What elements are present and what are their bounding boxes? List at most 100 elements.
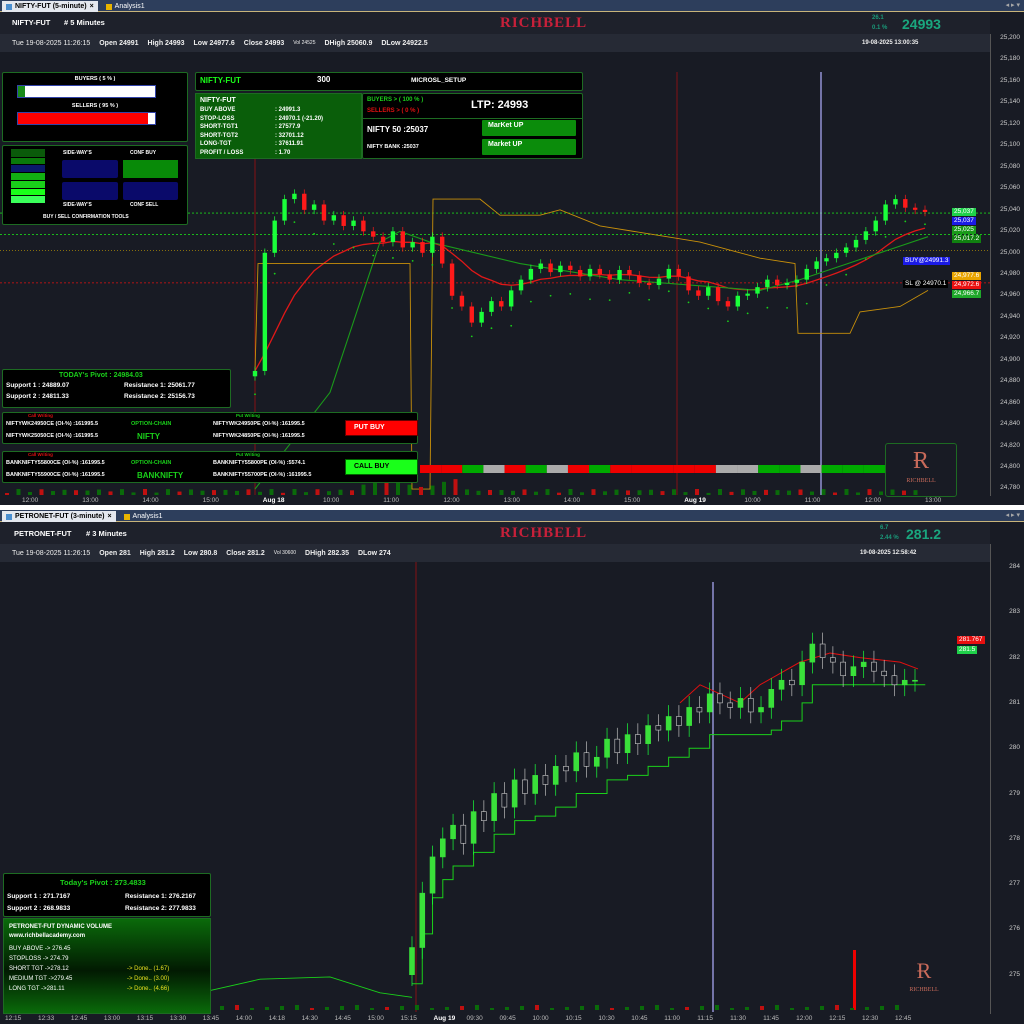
candle (903, 199, 908, 208)
psar-dot (904, 220, 907, 223)
candle (460, 824, 467, 844)
candle (429, 856, 436, 894)
support-2: Support 2 : 24811.33 (6, 393, 69, 400)
nifty-price-chart[interactable] (0, 52, 990, 507)
price-tick: 275 (1009, 970, 1020, 978)
trailing-stop-line (412, 684, 926, 985)
tab-analysis1[interactable]: Analysis1 (120, 511, 167, 522)
psar-dot (411, 259, 414, 262)
candle (912, 679, 918, 682)
signal-bar-segment (610, 465, 632, 473)
tab-petronet-fut[interactable]: PETRONET-FUT (3-minute) × (2, 511, 116, 522)
tab-scroll-arrows-icon[interactable]: ◂ ▸ ▾ (1005, 512, 1020, 519)
price-tick: 25,160 (1000, 76, 1020, 84)
candle (593, 756, 600, 767)
psar-dot (884, 235, 887, 238)
volume-bar (787, 490, 791, 495)
dv-row-label: SHORT TGT ->278.12 (9, 966, 69, 972)
candle (499, 301, 504, 307)
volume-bar (695, 489, 699, 495)
volume-bar (610, 1008, 614, 1010)
price-tick: 25,180 (1000, 55, 1020, 63)
volume-bar (490, 1008, 494, 1010)
volume-bar (534, 491, 538, 495)
volume-bar (625, 1007, 629, 1010)
petronet-price-chart[interactable] (0, 562, 990, 1017)
candle (666, 268, 672, 279)
psar-dot (352, 246, 355, 249)
time-axis[interactable]: 12:00 13:00 14:00 15:00 Aug 18 10:00 11:00 12:0… (0, 496, 990, 505)
candle (459, 295, 465, 307)
volume-bar (325, 1007, 329, 1010)
pivot-title: TODAY's Pivot : 24984.03 (59, 372, 143, 379)
candle (563, 766, 569, 772)
candle (624, 734, 631, 754)
candle (627, 269, 632, 276)
candle (532, 775, 538, 794)
nifty50-value: NIFTY 50 :25037 (367, 125, 429, 134)
high-value: High 24993 (147, 39, 185, 47)
dv-row-label: MEDIUM TGT ->279.45 (9, 976, 73, 982)
tab-scroll-arrows-icon[interactable]: ◂ ▸ ▾ (1005, 2, 1020, 9)
volume-bar (476, 490, 481, 495)
price-tag: 24,966.7 (952, 290, 982, 298)
psar-dot (687, 301, 690, 304)
time-tick: 15:00 (624, 497, 641, 504)
tab-nifty-fut[interactable]: NIFTY-FUT (5-minute) × (2, 1, 98, 12)
candle (784, 282, 790, 286)
tab-row: PETRONET-FUT (3-minute) × Analysis1 (2, 511, 167, 522)
volume-bar (419, 486, 423, 495)
volume-bar (265, 1007, 269, 1010)
setup-row: SHORT-TGT2: 32701.12 (200, 132, 357, 141)
market-status-nifty[interactable]: MarKet UP (482, 120, 576, 136)
price-axis[interactable]: 284 283 282 281 280 279 278 277 276 275 (990, 544, 1024, 1014)
close-icon[interactable]: × (89, 3, 94, 10)
volume-bar (880, 1006, 884, 1010)
volume-bar (821, 489, 826, 495)
candle (469, 306, 474, 323)
buyers-bar (17, 85, 156, 98)
dv-row-label: BUY ABOVE -> 276.45 (9, 946, 71, 952)
market-status-banknifty[interactable]: Market UP (482, 139, 576, 155)
dv-website[interactable]: www.richbellacademy.com (9, 933, 86, 939)
tab-analysis1[interactable]: Analysis1 (102, 1, 149, 12)
analysis-icon (105, 3, 112, 10)
candle (479, 311, 484, 323)
call-buy-button[interactable]: CALL BUY (345, 459, 418, 475)
strength-meter (11, 149, 45, 203)
candle (794, 279, 800, 283)
volume-bar (200, 490, 205, 495)
dv-row: LONG TGT ->281.11 -> Done.. (4.66) (9, 984, 205, 994)
signal-bar-segment (525, 465, 547, 473)
signal-bar-segment (821, 465, 843, 473)
candle (587, 268, 593, 277)
volume-bar (649, 489, 653, 495)
volume-bar (295, 1005, 299, 1010)
price-tag: 25,037 (952, 208, 976, 216)
psar-dot (529, 300, 532, 303)
time-tick: 11:45 (763, 1015, 779, 1022)
close-icon[interactable]: × (107, 513, 112, 520)
put-buy-button[interactable]: PUT BUY (345, 420, 418, 436)
candle (583, 752, 590, 767)
candle (706, 693, 713, 713)
candle (470, 811, 477, 844)
time-tick: 12:00 (796, 1015, 813, 1022)
volume-bar (465, 489, 469, 495)
put-writing-label: Put Writing (236, 452, 260, 457)
psar-dot (313, 232, 316, 235)
psar-dot (707, 307, 710, 310)
setup-row: STOP-LOSS: 24970.1 (-21.20) (200, 115, 357, 124)
candle (819, 643, 826, 658)
time-axis[interactable]: 12:15 12:33 12:45 13:00 13:15 13:30 13:45 14:00… (0, 1014, 990, 1024)
time-tick: 12:00 (864, 497, 882, 504)
petronet-chart-pane: PETRONET-FUT (3-minute) × Analysis1 ◂ ▸ ▾… (0, 510, 1024, 1024)
volume-bar (280, 1006, 284, 1010)
put-oi-1: NIFTYWK24950PE (OI-%) :161995.5 (213, 421, 305, 427)
candle (341, 215, 346, 226)
volume-bar (235, 490, 239, 495)
price-axis[interactable]: 25,200 25,180 25,160 25,140 25,120 25,100 25,0… (990, 34, 1024, 496)
candle (758, 707, 764, 713)
open-value: Open 24991 (99, 39, 139, 47)
high-value: High 281.2 (139, 549, 175, 557)
